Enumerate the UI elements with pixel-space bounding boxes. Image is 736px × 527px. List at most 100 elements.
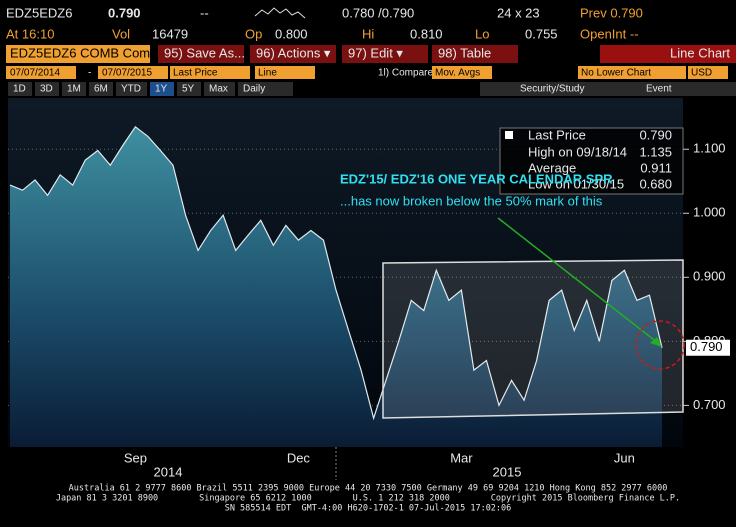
period-label: 1D	[13, 84, 26, 95]
legend-stat-label: Low on 01/30/15	[528, 176, 624, 191]
chart-type-bar	[600, 45, 736, 63]
security: EDZ5EDZ6 COMB Com	[10, 45, 150, 60]
arrow-head	[650, 337, 662, 347]
date-dash: -	[88, 68, 91, 79]
legend-swatch	[505, 131, 513, 139]
hi: 0.810	[410, 26, 443, 41]
vol-label: Vol	[112, 26, 130, 41]
mov-avgs-box[interactable]	[432, 66, 492, 79]
period-label: Max	[209, 84, 228, 95]
compare[interactable]: 1l) Compare	[378, 68, 433, 79]
end-date: 07/07/2015	[102, 68, 152, 79]
period-label: Daily	[243, 84, 265, 95]
hi-label: Hi	[362, 26, 374, 41]
tool-button[interactable]: Event	[646, 84, 672, 95]
period-button[interactable]	[204, 82, 235, 96]
tool-button[interactable]: Security/Study	[520, 84, 584, 95]
period-button[interactable]	[62, 82, 86, 96]
period-label: 1M	[67, 84, 81, 95]
footer-line: SN 585514 EDT GMT-4:00 H620-1702-1 07-Ju…	[225, 504, 512, 514]
time: At 16:10	[6, 26, 54, 41]
footer-line: Japan 81 3 3201 8900 Singapore 65 6212 1…	[56, 494, 680, 504]
period-label: 1Y	[155, 84, 168, 95]
x-group-label: 2015	[493, 464, 522, 479]
period-button[interactable]	[116, 82, 147, 96]
annotation: ...has now broken below the 50% mark of …	[340, 193, 603, 208]
trend-arrow	[497, 217, 659, 344]
legend-stat-value: 0.911	[640, 160, 672, 175]
currency: USD	[691, 68, 712, 79]
legend-box	[499, 127, 684, 195]
x-tick-label: Jun	[614, 450, 635, 465]
x-group-label: 2014	[154, 464, 183, 479]
period-button[interactable]	[238, 82, 293, 96]
y-tick-label: 0.900	[693, 269, 726, 284]
highlight-circle	[635, 320, 685, 370]
period-button[interactable]	[8, 82, 32, 96]
last-value-label: 0.790	[690, 339, 723, 354]
openint: OpenInt --	[580, 26, 639, 41]
lower-chart: No Lower Chart	[581, 68, 651, 79]
last-value-box	[686, 339, 730, 356]
period-label: YTD	[121, 84, 141, 95]
security-box[interactable]	[6, 45, 150, 63]
period-button[interactable]	[89, 82, 113, 96]
style: Line	[258, 68, 277, 79]
y-tick-label: 0.700	[693, 397, 726, 412]
toolbar-button-label: 96) Actions ▾	[256, 45, 331, 60]
x-tick-label: Dec	[287, 450, 311, 465]
x-tick-label: Mar	[450, 450, 473, 465]
footer-line: Australia 61 2 9777 8600 Brazil 5511 239…	[69, 484, 668, 494]
toolbar-button[interactable]	[432, 45, 518, 63]
annotation: EDZ'15/ EDZ'16 ONE YEAR CALENDAR SPR	[340, 171, 613, 186]
lower-box[interactable]	[578, 66, 686, 79]
toolbar-button[interactable]	[342, 45, 428, 63]
style-box[interactable]	[255, 66, 315, 79]
toolbar-button-label: 97) Edit ▾	[348, 45, 403, 60]
currency-box[interactable]	[688, 66, 728, 79]
op-label: Op	[245, 26, 262, 41]
toolbar-button-label: 98) Table	[438, 45, 491, 60]
legend-stat-value: 1.135	[639, 144, 672, 159]
legend-stat-value: 0.680	[639, 176, 672, 191]
area	[10, 126, 662, 447]
line	[9, 125, 663, 421]
sparkline	[254, 7, 306, 19]
lo-label: Lo	[475, 26, 489, 41]
legend-stat-label: Average	[528, 160, 576, 175]
toolbar-button[interactable]	[158, 45, 244, 63]
x-tick-label: Sep	[124, 450, 147, 465]
ticker: EDZ5EDZ6	[6, 5, 72, 20]
legend-name: Last Price	[528, 127, 586, 142]
price: 0.790	[108, 5, 141, 20]
vol: 16479	[152, 26, 188, 41]
op: 0.800	[275, 26, 308, 41]
period-button[interactable]	[177, 82, 201, 96]
period-label: 3D	[40, 84, 53, 95]
mov-avgs: Mov. Avgs	[435, 68, 480, 79]
field: Last Price	[173, 68, 218, 79]
toolbar-button-label: 95) Save As...	[164, 45, 245, 60]
start-date: 07/07/2014	[10, 68, 60, 79]
channel	[382, 259, 684, 419]
y-tick-label: 1.100	[693, 141, 726, 156]
y-tick-label: 1.000	[693, 205, 726, 220]
period-label: 6M	[94, 84, 108, 95]
prev: Prev 0.790	[580, 5, 643, 20]
start-box[interactable]	[6, 66, 76, 79]
legend-value: 0.790	[639, 127, 672, 142]
bid-ask: 0.780 /0.790	[342, 5, 414, 20]
toolbar-button[interactable]	[250, 45, 336, 63]
chart-type: Line Chart	[670, 45, 730, 60]
period-button[interactable]	[150, 82, 174, 96]
field-box[interactable]	[170, 66, 250, 79]
tool-bar	[480, 82, 736, 96]
legend-stat-label: High on 09/18/14	[528, 144, 627, 159]
size: 24 x 23	[497, 5, 540, 20]
period-button[interactable]	[35, 82, 59, 96]
change: --	[200, 5, 209, 20]
end-box[interactable]	[98, 66, 168, 79]
lo: 0.755	[525, 26, 558, 41]
period-label: 5Y	[182, 84, 195, 95]
